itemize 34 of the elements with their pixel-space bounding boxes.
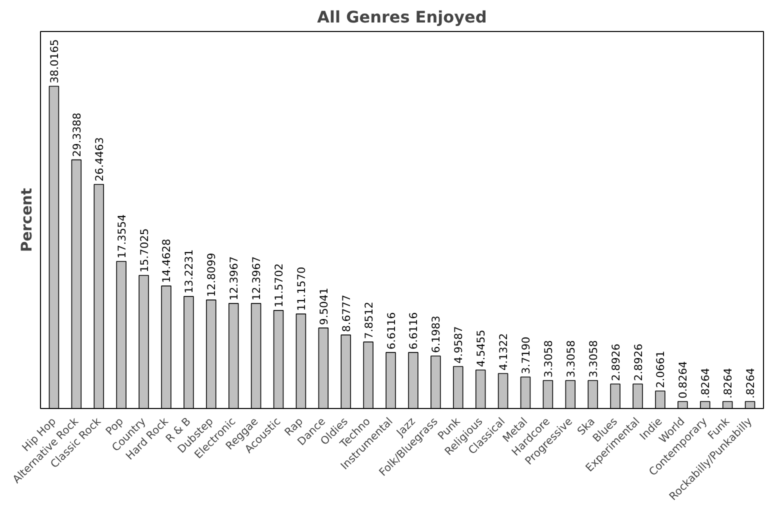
data-label: .8264 <box>744 368 758 398</box>
data-label: 3.3058 <box>542 340 555 378</box>
data-label: 29.3388 <box>70 112 84 157</box>
data-label: 9.5041 <box>317 288 330 325</box>
data-label: 15.7025 <box>138 228 151 272</box>
data-label: 0.8264 <box>676 360 690 398</box>
data-label: 6.6116 <box>407 312 420 350</box>
data-label: 6.6116 <box>384 312 398 350</box>
data-label: 6.1983 <box>430 316 443 353</box>
data-label: 26.4463 <box>92 137 106 182</box>
data-label: 13.2231 <box>182 249 196 294</box>
chart-title: All Genres Enjoyed <box>317 8 487 26</box>
data-label: 7.8512 <box>362 302 376 339</box>
data-label: 4.1322 <box>497 333 510 370</box>
data-label: 38.0165 <box>48 39 61 84</box>
data-label: 4.5455 <box>474 330 488 367</box>
data-label: 3.7190 <box>519 336 532 374</box>
data-label: 17.3554 <box>115 214 128 258</box>
data-label: 2.8926 <box>609 343 622 381</box>
data-label: 2.0661 <box>654 350 668 388</box>
y-axis-title: Percent <box>18 188 36 252</box>
data-label: 14.4628 <box>160 238 174 283</box>
data-label: 11.5702 <box>272 263 286 308</box>
data-label: 12.8099 <box>205 252 218 297</box>
data-label: 4.9587 <box>452 326 466 364</box>
data-label: 3.3058 <box>586 340 600 378</box>
data-label: 12.3967 <box>250 256 264 300</box>
data-label: 3.3058 <box>564 340 578 378</box>
data-label: .8264 <box>722 368 735 398</box>
data-label: 12.3967 <box>228 256 241 300</box>
data-label: .8264 <box>699 368 712 398</box>
data-label: 2.8926 <box>632 343 645 381</box>
data-label: 11.1570 <box>294 266 308 311</box>
data-label: 8.6777 <box>340 294 353 332</box>
